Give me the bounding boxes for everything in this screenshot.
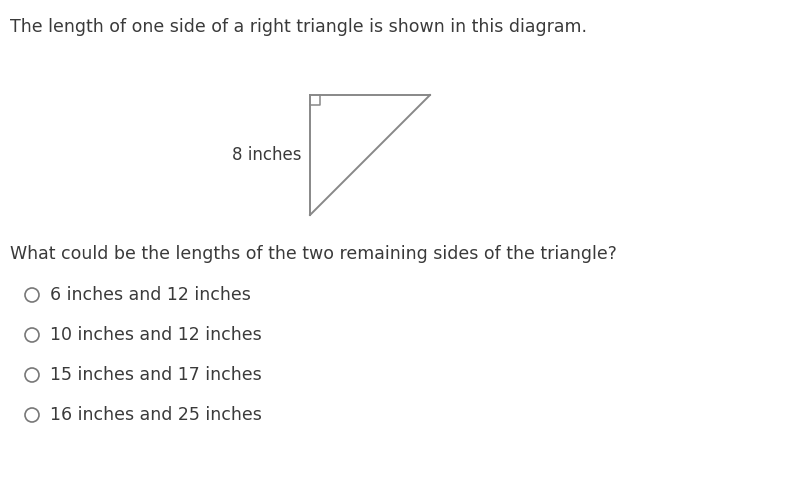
Text: 6 inches and 12 inches: 6 inches and 12 inches	[50, 286, 251, 304]
Text: The length of one side of a right triangle is shown in this diagram.: The length of one side of a right triang…	[10, 18, 587, 36]
Text: 15 inches and 17 inches: 15 inches and 17 inches	[50, 366, 262, 384]
Text: 8 inches: 8 inches	[233, 146, 302, 164]
Text: 10 inches and 12 inches: 10 inches and 12 inches	[50, 326, 262, 344]
Text: 16 inches and 25 inches: 16 inches and 25 inches	[50, 406, 262, 424]
Text: What could be the lengths of the two remaining sides of the triangle?: What could be the lengths of the two rem…	[10, 245, 617, 263]
